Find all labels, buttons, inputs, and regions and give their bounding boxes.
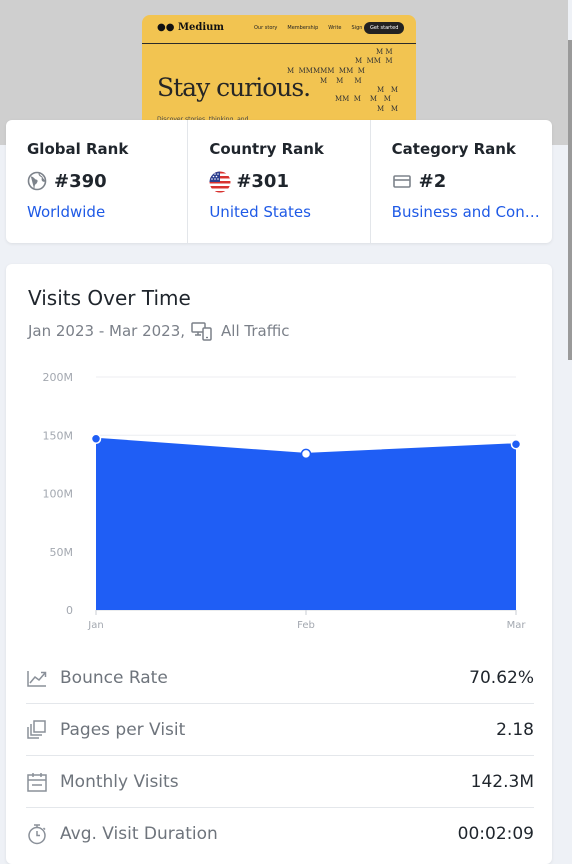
category-rank-link[interactable]: Business and Consumer Services	[391, 203, 542, 221]
category-rank: Category Rank #2 Business and Consumer S…	[369, 120, 552, 243]
global-rank-value: #390	[54, 170, 107, 192]
data-point-jan	[90, 433, 102, 444]
preview-subline: Discover stories, thinking, and	[157, 116, 248, 123]
category-rank-title: Category Rank	[391, 140, 516, 158]
us-flag-icon	[209, 171, 231, 193]
country-rank-link[interactable]: United States	[209, 203, 311, 221]
category-icon	[392, 171, 412, 191]
rank-card: Global Rank #390 Worldwide Country Rank	[6, 120, 552, 243]
metric-row-monthly-visits: Monthly Visits 142.3M	[26, 756, 534, 808]
visits-title: Visits Over Time	[28, 286, 191, 310]
pages-icon	[26, 719, 48, 741]
metric-value: 2.18	[496, 719, 534, 740]
data-point-feb	[300, 448, 312, 460]
y-tick-label: 150M	[43, 429, 74, 442]
preview-nav: ●● Medium Our story Membership Write Sign i…	[142, 15, 416, 44]
country-rank-title: Country Rank	[209, 140, 324, 158]
x-tick-label: Jan	[87, 620, 103, 631]
visits-period: Jan 2023 - Mar 2023,	[28, 322, 186, 340]
preview-headline: Stay curious.	[157, 73, 311, 102]
site-screenshot: ●● Medium Our story Membership Write Sign i…	[142, 15, 416, 145]
preview-nav-links: Our story Membership Write Sign in	[254, 25, 369, 31]
y-tick-label: 100M	[43, 488, 74, 501]
metric-row-pages-per-visit: Pages per Visit 2.18	[26, 704, 534, 756]
scrollbar[interactable]	[568, 40, 572, 360]
country-rank-value: #301	[236, 170, 289, 192]
y-tick-label: 200M	[43, 371, 74, 384]
calendar-icon	[26, 771, 48, 793]
metric-row-avg-visit-duration: Avg. Visit Duration 00:02:09	[26, 808, 534, 859]
global-rank-title: Global Rank	[27, 140, 129, 158]
visits-card: Visits Over Time Jan 2023 - Mar 2023, Al…	[6, 264, 552, 864]
metric-value: 142.3M	[470, 771, 534, 792]
visits-chart: 0 50M 100M 150M 200M Jan Feb Mar	[43, 371, 527, 631]
bounce-rate-icon	[26, 667, 48, 689]
metric-label: Pages per Visit	[60, 719, 186, 740]
global-rank: Global Rank #390 Worldwide	[6, 120, 187, 243]
metric-label: Avg. Visit Duration	[60, 823, 218, 844]
metric-label: Bounce Rate	[60, 667, 168, 688]
y-tick-label: 50M	[50, 546, 74, 559]
stopwatch-icon	[26, 823, 48, 845]
preview-logo: ●● Medium	[157, 22, 225, 33]
preview-cta: Get started	[364, 22, 405, 34]
y-tick-label: 0	[66, 604, 73, 617]
visits-traffic: All Traffic	[221, 322, 290, 340]
metric-value: 00:02:09	[457, 823, 534, 844]
x-tick-label: Mar	[507, 620, 527, 631]
metric-label: Monthly Visits	[60, 771, 179, 792]
country-rank: Country Rank	[187, 120, 369, 243]
metric-value: 70.62%	[469, 667, 534, 688]
metric-row-bounce-rate: Bounce Rate 70.62%	[26, 652, 534, 704]
site-preview: ●● Medium Our story Membership Write Sign i…	[0, 0, 568, 145]
visits-subtitle: Jan 2023 - Mar 2023, All Traffic	[28, 321, 289, 341]
data-point-mar	[510, 438, 522, 450]
x-tick-label: Feb	[297, 620, 315, 631]
metrics-list: Bounce Rate 70.62% Pages per Visit 2.18	[26, 652, 534, 859]
globe-icon	[27, 171, 47, 191]
visits-area	[96, 438, 516, 610]
category-rank-value: #2	[418, 170, 447, 192]
devices-icon	[191, 321, 213, 341]
global-rank-link[interactable]: Worldwide	[27, 203, 106, 221]
